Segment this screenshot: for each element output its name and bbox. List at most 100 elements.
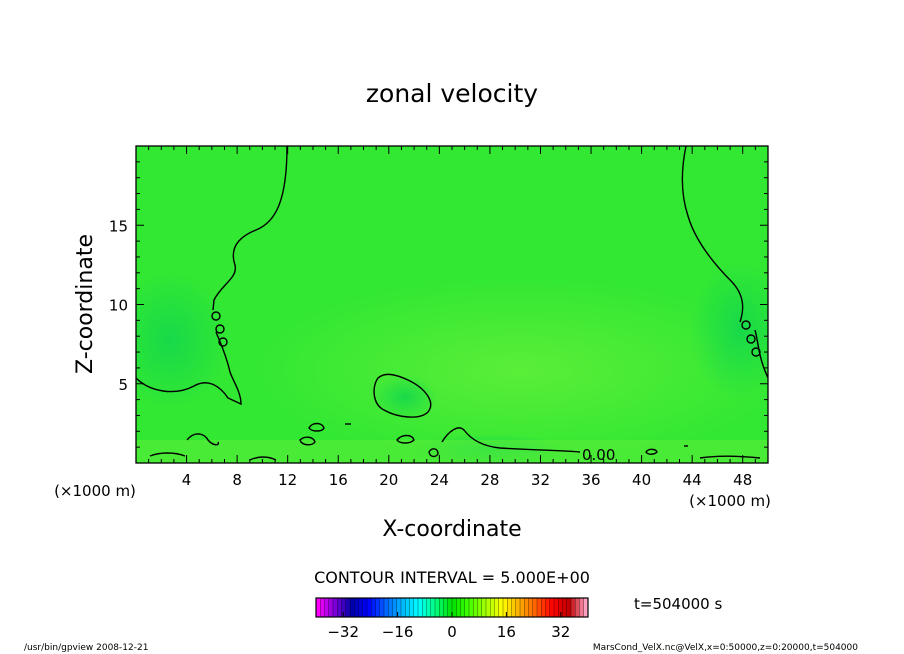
colorbar-cell (566, 598, 572, 617)
field-shade (373, 375, 437, 419)
time-label: t=504000 s (634, 595, 722, 613)
colorbar-cell (583, 598, 589, 617)
colorbar-cell (460, 598, 466, 617)
colorbar-cell (486, 598, 491, 617)
x-unit-label: (×1000 m) (689, 492, 771, 510)
contour-line (212, 146, 288, 311)
field-shade (136, 270, 230, 410)
contour-line (699, 455, 761, 459)
footer-left: /usr/bin/gpview 2008-12-21 (24, 643, 148, 653)
contour-labels: 0.00 (582, 446, 615, 464)
colorbar-cell (473, 598, 478, 617)
colorbar-cell (350, 598, 355, 617)
x-tick-label: 36 (581, 471, 600, 489)
colorbar-cell (320, 598, 325, 617)
chart-title: zonal velocity (366, 79, 538, 108)
colorbar-cell (426, 598, 432, 617)
colorbar-cell (409, 598, 415, 617)
plot-area: 0.00 (135, 145, 769, 464)
colorbar-cell (515, 598, 521, 617)
x-tick-label: 48 (733, 471, 752, 489)
x-tick-label: 24 (430, 471, 449, 489)
contour-line (308, 422, 325, 432)
x-tick-label: 32 (531, 471, 550, 489)
contour-line (215, 324, 225, 334)
colorbar-cell (537, 598, 542, 617)
field-shade (136, 440, 768, 463)
contour-line (149, 452, 186, 457)
contour-line (136, 331, 242, 406)
colorbar-cell (345, 598, 351, 617)
colorbar-cell (549, 598, 555, 617)
colorbar-cell (562, 598, 568, 617)
x-axis-title: X-coordinate (382, 517, 521, 542)
y-tick-label: 15 (109, 217, 128, 235)
x-tick-label: 16 (329, 471, 348, 489)
x-tick-label: 40 (632, 471, 651, 489)
contour-label: 0.00 (582, 446, 615, 464)
x-tick-label: 12 (278, 471, 297, 489)
colorbar-cell (579, 598, 585, 617)
colorbar-cell (337, 598, 342, 617)
colorbar-cell (507, 598, 512, 617)
colorbar-cell (388, 598, 393, 617)
colorbar-cell (324, 598, 330, 617)
colorbar-cell (354, 598, 359, 617)
x-tick-label: 8 (232, 471, 242, 489)
colorbar-cell (545, 598, 551, 617)
colorbar-tick-label: 32 (551, 623, 570, 641)
contour-line (741, 320, 751, 330)
x-tick-label: 44 (683, 471, 702, 489)
colorbar-cell (418, 598, 423, 617)
colorbar-tick-label: −32 (327, 623, 359, 641)
colorbar-cell (494, 598, 500, 617)
contour-line (441, 427, 581, 453)
colorbar-cell (532, 598, 538, 617)
colorbar-cell (456, 598, 461, 617)
colorbar-cell (554, 598, 559, 617)
colorbar-cell (413, 598, 419, 617)
contour-interval: CONTOUR INTERVAL = 5.000E+00 (314, 568, 590, 587)
contour-line (396, 434, 415, 444)
contour-line (428, 448, 439, 458)
colorbar-cell (520, 598, 525, 617)
colorbar-cell (422, 598, 427, 617)
colorbar-cell (328, 598, 334, 617)
colorbar-cell (316, 598, 321, 617)
colorbar-cell (571, 598, 576, 617)
colorbar-tick-label: 0 (447, 623, 457, 641)
contour-line (373, 373, 432, 418)
colorbar-cell (362, 598, 368, 617)
contour-line (218, 337, 228, 347)
x-tick-label: 4 (182, 471, 192, 489)
colorbar-cell (358, 598, 364, 617)
x-tick-label: 28 (480, 471, 499, 489)
contour-line (211, 311, 221, 321)
colorbar-cell (396, 598, 402, 617)
colorbar-cell (528, 598, 534, 617)
y-tick-label: 5 (118, 376, 128, 394)
contour-lines (136, 146, 768, 461)
colorbar-cell (401, 598, 406, 617)
y-unit-label: (×1000 m) (54, 482, 136, 500)
colorbar-cell (575, 598, 580, 617)
colorbar-cell (452, 598, 457, 617)
colorbar-cell (333, 598, 338, 617)
contour-line (746, 334, 756, 344)
colorbar-cell (447, 598, 453, 617)
colorbar-cell (464, 598, 470, 617)
y-axis-title: Z-coordinate (73, 234, 98, 374)
colorbar-cell (392, 598, 398, 617)
colorbar-cell (503, 598, 508, 617)
colorbar-cell (541, 598, 546, 617)
colorbar-ticks: −32 −16 0 16 32 (327, 612, 570, 641)
contour-line (249, 456, 277, 461)
colorbar-cell (405, 598, 410, 617)
colorbar-cell (384, 598, 389, 617)
y-axis: 5 10 15 (109, 161, 768, 448)
colorbar-cell (367, 598, 372, 617)
colorbar-cell (558, 598, 563, 617)
colorbar-cell (443, 598, 449, 617)
contour-line (299, 436, 316, 446)
